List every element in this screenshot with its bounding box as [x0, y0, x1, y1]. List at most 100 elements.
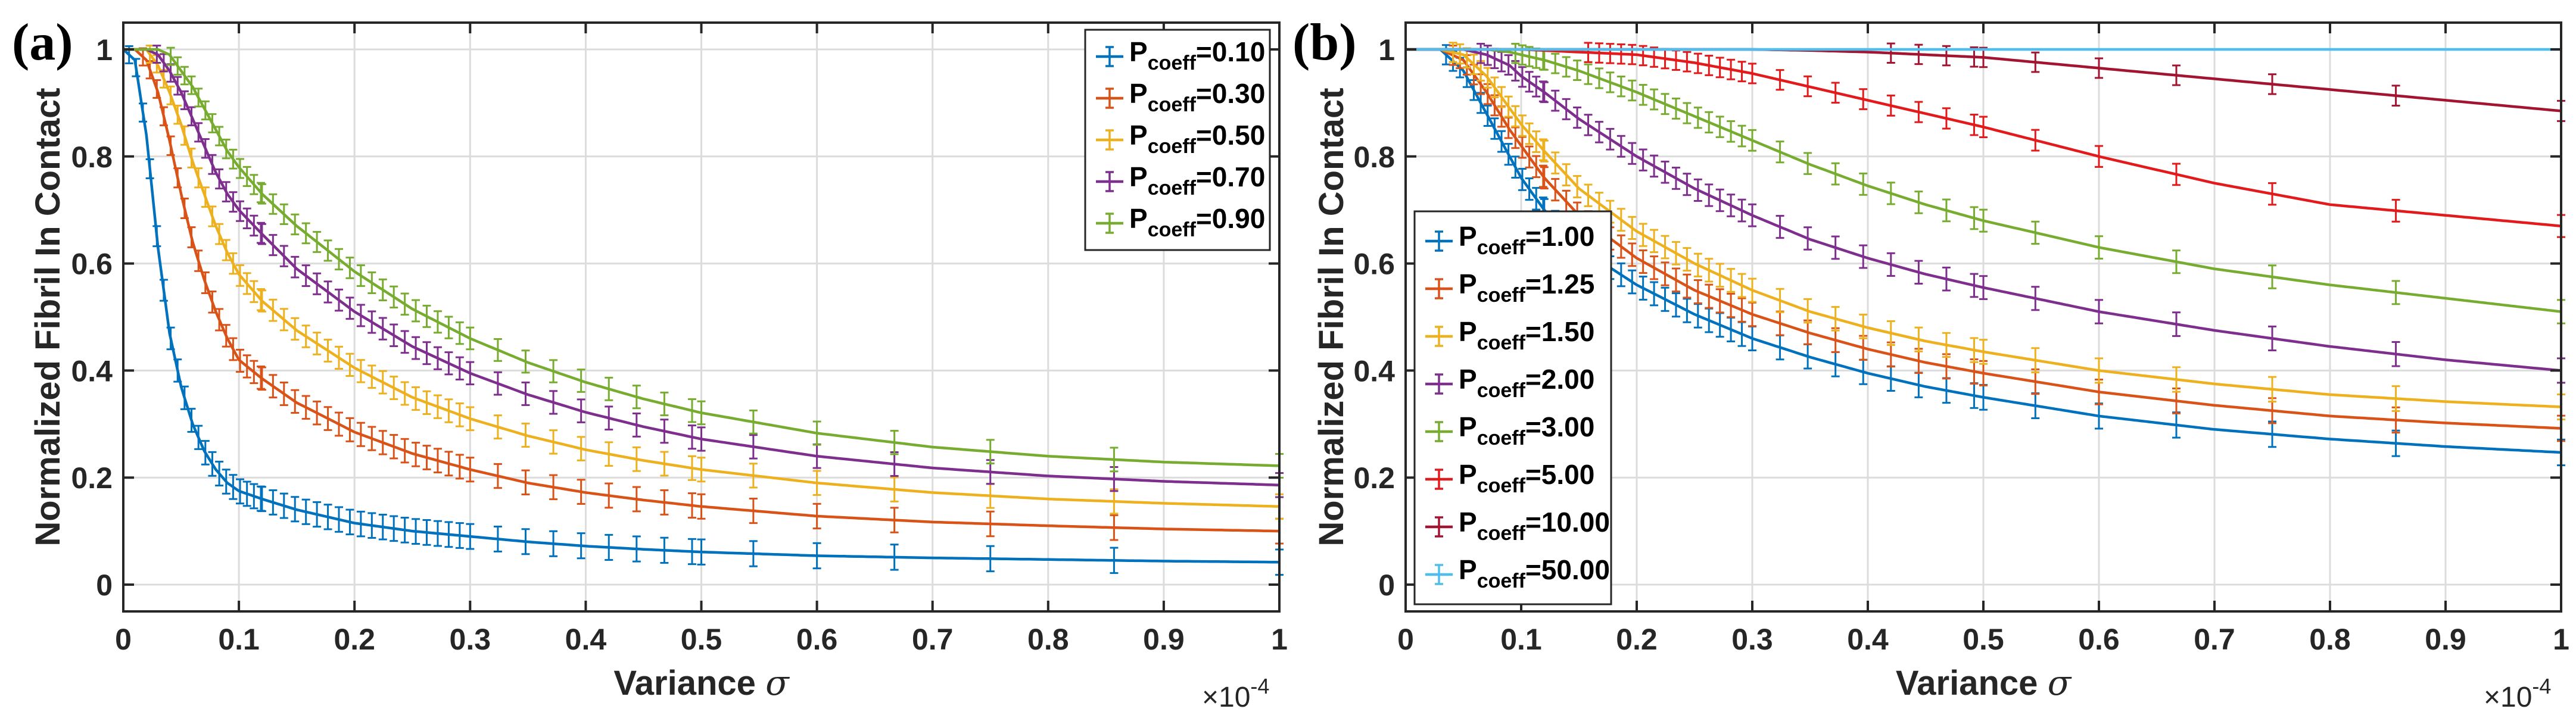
legend-label-value: =10.00: [1525, 507, 1610, 538]
x-tick-label: 0.9: [2425, 623, 2466, 656]
x-axis-label-space: [756, 664, 765, 702]
y-axis-label: Normalized Fibril In Contact: [1312, 88, 1351, 546]
legend-label-value: =0.50: [1196, 120, 1265, 151]
chart-panel-b: 0 0.1 0.2 0.3 0.4 0.5 0.6 0.7 0.8 0.9 1 0 0.2 0.4 0.6 0…: [1292, 14, 2569, 713]
chart-panel-a: 0 0.1 0.2 0.3 0.4 0.5 0.6 0.7 0.8 0.9 1 0 0.2 0.4 0.6 0…: [12, 14, 1288, 713]
legend-label-value: =5.00: [1525, 459, 1594, 490]
legend-item: Pcoeff=50.00: [1425, 554, 1610, 592]
legend-item: Pcoeff=0.50: [1096, 120, 1265, 158]
series-0_50: [123, 45, 1284, 520]
legend-item: Pcoeff=1.50: [1425, 316, 1594, 354]
panel-label: (a): [12, 14, 73, 71]
legend-item: Pcoeff=0.90: [1096, 203, 1265, 241]
x-axis-label-symbol: σ: [2048, 663, 2072, 703]
x-axis-multiplier: ×10-4: [2484, 674, 2551, 713]
legend-label-sub: coeff: [1148, 218, 1197, 241]
legend-label: Pcoeff=0.10: [1129, 36, 1265, 74]
x-axis-multiplier-exp: -4: [2532, 674, 2551, 698]
x-axis-label-text: Variance: [613, 664, 756, 702]
legend-label-sub: coeff: [1477, 570, 1526, 592]
legend-label-value: =0.90: [1196, 203, 1265, 234]
legend-label: Pcoeff=5.00: [1459, 459, 1594, 497]
y-tick-label: 0.6: [71, 248, 113, 281]
legend-label-sub: coeff: [1477, 522, 1526, 545]
legend-label-value: =0.10: [1196, 36, 1265, 67]
legend-item: Pcoeff=0.30: [1096, 78, 1265, 116]
legend-item: Pcoeff=1.00: [1425, 221, 1594, 259]
y-tick-label: 0: [96, 569, 113, 602]
panel-label: (b): [1292, 14, 1357, 71]
legend-label-main: P: [1459, 554, 1477, 585]
x-tick-label: 0: [115, 623, 132, 656]
x-tick-label: 0.4: [565, 623, 607, 656]
legend: Pcoeff=0.10Pcoeff=0.30Pcoeff=0.50Pcoeff=…: [1084, 29, 1271, 251]
legend-label-value: =0.30: [1196, 78, 1265, 109]
x-axis-label-symbol: σ: [765, 663, 790, 703]
x-tick-label: 0.3: [450, 623, 491, 656]
x-axis-label-space: [2038, 664, 2047, 702]
legend-label: Pcoeff=0.50: [1129, 120, 1265, 158]
legend-label-main: P: [1129, 78, 1148, 109]
y-tick-label: 0.6: [1353, 248, 1395, 281]
legend-item: Pcoeff=1.25: [1425, 268, 1594, 307]
legend-label-value: =2.00: [1525, 364, 1594, 395]
legend-label: Pcoeff=0.30: [1129, 78, 1265, 116]
legend-item: Pcoeff=10.00: [1425, 507, 1610, 545]
series-5_00: [1406, 42, 2565, 238]
series-2_00: [1406, 42, 2565, 384]
x-tick-label: 0.1: [1500, 623, 1542, 656]
y-tick-label: 1: [1378, 33, 1395, 67]
x-axis-multiplier-base: ×10: [2484, 682, 2532, 713]
x-axis-label: Variance σ: [613, 663, 790, 703]
legend-label-main: P: [1459, 364, 1477, 395]
legend-label-main: P: [1129, 36, 1148, 67]
series-1_50: [1406, 42, 2565, 421]
y-tick-label: 0.8: [71, 140, 113, 174]
series-3_00: [1406, 42, 2565, 324]
legend-label-main: P: [1459, 507, 1477, 538]
legend-label: Pcoeff=2.00: [1459, 364, 1594, 402]
y-tick-label: 0.4: [71, 354, 113, 388]
series-0_10: [122, 45, 1284, 576]
legend-label-sub: coeff: [1148, 135, 1197, 158]
legend-label-sub: coeff: [1477, 332, 1526, 354]
legend-label-value: =1.25: [1525, 268, 1594, 299]
x-tick-label: 0.6: [2078, 623, 2120, 656]
legend-label-value: =1.50: [1525, 316, 1594, 347]
legend-item: Pcoeff=5.00: [1425, 459, 1594, 497]
legend-label: Pcoeff=1.25: [1459, 268, 1594, 307]
legend-label-value: =1.00: [1525, 221, 1594, 252]
x-tick-label: 0.8: [1027, 623, 1069, 656]
y-tick-label: 0.4: [1353, 354, 1395, 388]
legend-label-main: P: [1459, 221, 1477, 252]
legend-item: Pcoeff=3.00: [1425, 411, 1594, 449]
x-axis-multiplier: ×10-4: [1202, 674, 1269, 713]
x-tick-label: 0.6: [796, 623, 838, 656]
legend-label-value: =0.70: [1196, 161, 1265, 192]
legend-label-sub: coeff: [1477, 379, 1526, 402]
series-0_70: [123, 45, 1284, 498]
x-tick-label: 0.8: [2309, 623, 2351, 656]
y-tick-label: 0.2: [1353, 461, 1395, 495]
legend-label-sub: coeff: [1148, 177, 1197, 199]
legend-box: [1413, 210, 1612, 605]
x-tick-label: 1: [1271, 623, 1288, 656]
legend-item: Pcoeff=0.10: [1096, 36, 1265, 74]
series-0_30: [123, 47, 1284, 545]
x-tick-label: 0.2: [1616, 623, 1658, 656]
legend-label: Pcoeff=3.00: [1459, 411, 1594, 449]
x-tick-label: 0.9: [1143, 623, 1185, 656]
series-0_90: [123, 46, 1284, 479]
legend-label-sub: coeff: [1148, 52, 1197, 74]
y-tick-label: 0.2: [71, 461, 113, 495]
legend: Pcoeff=1.00Pcoeff=1.25Pcoeff=1.50Pcoeff=…: [1413, 210, 1612, 605]
legend-label-value: =3.00: [1525, 411, 1594, 442]
legend-label-main: P: [1459, 411, 1477, 442]
y-tick-label: 0: [1378, 569, 1395, 602]
x-axis-label-text: Variance: [1896, 664, 2038, 702]
legend-label: Pcoeff=1.00: [1459, 221, 1594, 259]
x-tick-label: 0: [1397, 623, 1414, 656]
legend-label-main: P: [1459, 268, 1477, 299]
x-axis-multiplier-base: ×10: [1202, 682, 1250, 713]
